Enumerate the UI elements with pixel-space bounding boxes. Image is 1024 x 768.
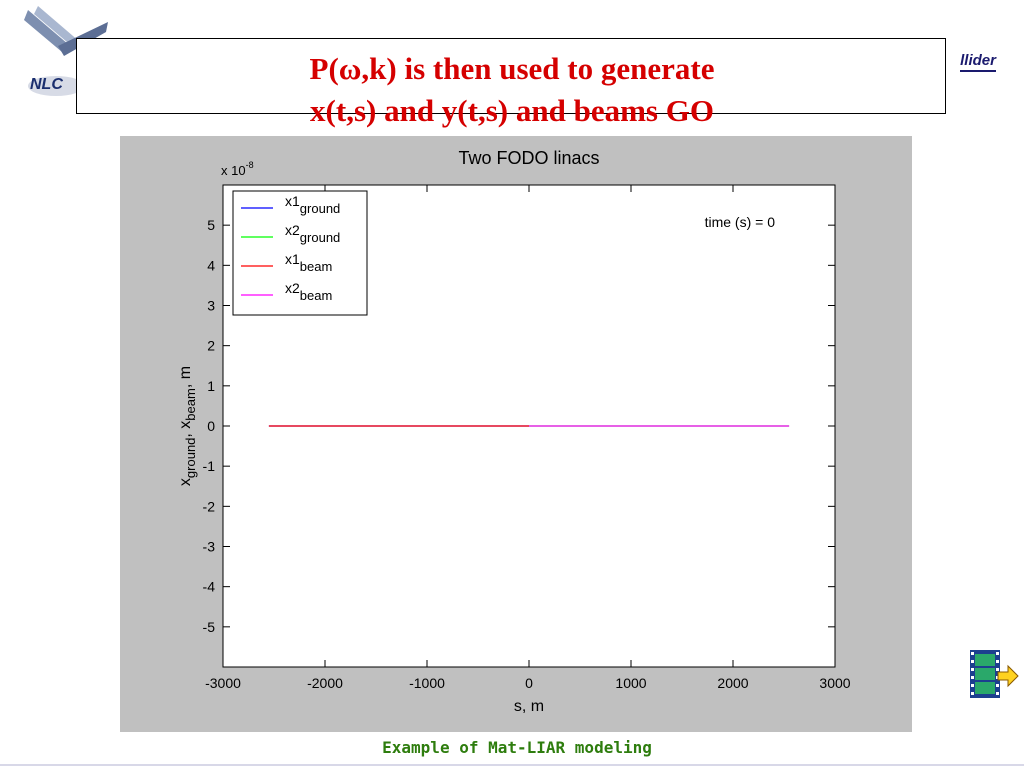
- bottom-rule: [0, 764, 1024, 766]
- y-tick-label: 3: [207, 298, 215, 314]
- y-exponent-label: x 10-8: [221, 160, 254, 178]
- legend-entry: x1beam: [285, 251, 332, 274]
- y-tick-label: -4: [203, 579, 216, 595]
- y-tick-label: 4: [207, 257, 215, 273]
- y-tick-label: -1: [203, 458, 216, 474]
- y-tick-label: -3: [203, 539, 216, 555]
- time-annotation: time (s) = 0: [705, 214, 776, 230]
- y-tick-label: 0: [207, 418, 215, 434]
- x-tick-label: 3000: [819, 675, 850, 691]
- slide-title: P(ω,k) is then used to generate x(t,s) a…: [0, 48, 1024, 132]
- x-tick-label: -1000: [409, 675, 445, 691]
- legend-box: [232, 190, 368, 316]
- y-tick-label: -5: [203, 619, 216, 635]
- collider-label: llider: [960, 52, 996, 72]
- chart: Two FODO linacs -3000 -2000 -1000 0 1000 2000 3…: [177, 148, 851, 715]
- x-tick-label: 0: [525, 675, 533, 691]
- y-axis-label: xground, xbeam, m: [177, 366, 198, 486]
- slide-title-line1: P(ω,k) is then used to generate: [309, 51, 715, 86]
- logo-text: NLC: [30, 76, 63, 93]
- slide-title-line2: x(t,s) and y(t,s) and beams GO: [310, 93, 714, 128]
- x-axis-label: s, m: [514, 698, 544, 715]
- y-tick-label: -2: [203, 498, 216, 514]
- legend-entry: x2ground: [285, 222, 340, 245]
- legend-entry: x1ground: [285, 193, 340, 216]
- x-tick-label: -2000: [307, 675, 343, 691]
- chart-title: Two FODO linacs: [458, 148, 599, 168]
- y-tick-label: 5: [207, 217, 215, 233]
- x-tick-label: 2000: [717, 675, 748, 691]
- x-tick-label: -3000: [205, 675, 241, 691]
- legend-entry: x2beam: [285, 280, 332, 303]
- y-tick-label: 1: [207, 378, 215, 394]
- title-box: [76, 38, 946, 114]
- film-forward-icon[interactable]: [968, 650, 1020, 698]
- x-tick-label: 1000: [615, 675, 646, 691]
- y-tick-label: 2: [207, 338, 215, 354]
- slide-caption: Example of Mat-LIAR modeling: [382, 738, 652, 757]
